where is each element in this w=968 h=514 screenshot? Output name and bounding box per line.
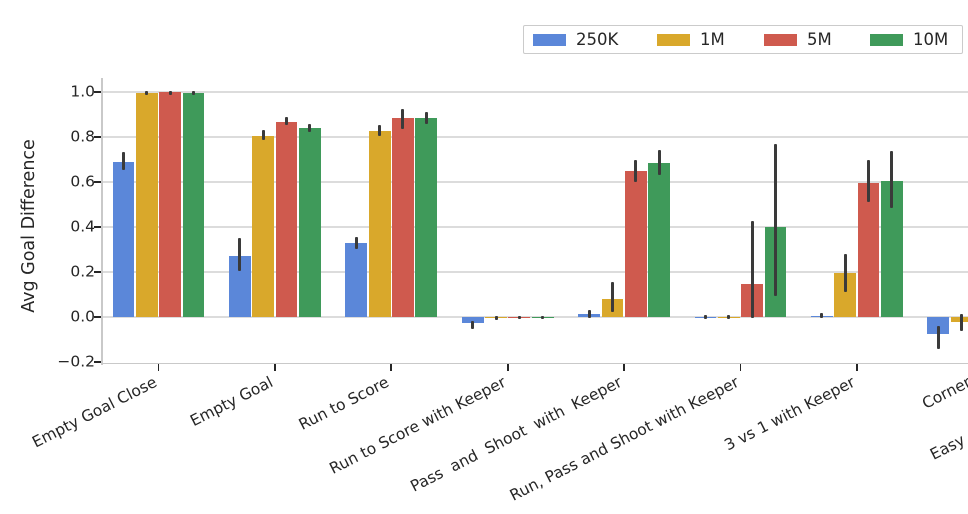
bar-1M <box>252 135 275 317</box>
gridline <box>101 271 968 273</box>
bar-5M <box>159 92 181 317</box>
y-tick-label: 0.0 <box>70 307 95 326</box>
error-bar <box>401 108 405 129</box>
error-bar <box>168 90 172 95</box>
bar-250K <box>112 161 135 317</box>
error-bar <box>471 321 475 329</box>
error-bar <box>308 124 312 132</box>
legend-label: 250K <box>576 30 619 49</box>
bar-5M <box>392 118 414 317</box>
bar-250K <box>927 317 950 335</box>
y-tick-label: 1.0 <box>70 82 95 101</box>
legend: 250K 1M 5M 10M <box>523 25 963 54</box>
x-axis-spine <box>101 362 968 365</box>
error-bar <box>378 125 382 137</box>
error-bar <box>657 150 661 176</box>
error-bar <box>843 254 847 292</box>
y-tick-label: 0.8 <box>70 127 95 146</box>
y-tick <box>94 361 101 363</box>
error-bar <box>284 116 289 126</box>
bar-1M <box>834 272 857 317</box>
error-bar <box>960 314 964 331</box>
legend-label: 10M <box>913 30 949 49</box>
y-tick <box>94 181 101 183</box>
y-tick <box>94 316 101 318</box>
y-tick <box>94 226 101 228</box>
legend-swatch-1M <box>657 34 690 46</box>
gridline <box>101 91 968 93</box>
bar-5M <box>275 121 298 317</box>
legend-swatch-250K <box>533 34 566 46</box>
gridline <box>101 136 968 138</box>
error-bar <box>773 144 778 297</box>
y-tick-label: −0.2 <box>57 352 95 371</box>
error-bar <box>750 220 754 319</box>
error-bar <box>145 91 149 95</box>
legend-label: 1M <box>700 30 725 49</box>
bar-250K <box>345 242 368 317</box>
y-tick-label: 0.6 <box>70 172 95 191</box>
x-tick <box>506 364 509 371</box>
y-tick-label: 0.2 <box>70 262 95 281</box>
x-tick <box>739 364 742 371</box>
error-bar <box>541 315 545 320</box>
error-bar <box>517 315 521 320</box>
error-bar <box>727 315 731 319</box>
x-tick <box>856 364 858 371</box>
x-tick <box>623 364 625 371</box>
error-bar <box>121 151 126 170</box>
error-bar <box>820 312 824 318</box>
bar-1M <box>950 317 968 322</box>
x-tick <box>274 364 276 371</box>
error-bar <box>703 314 708 319</box>
bar-10M <box>182 92 205 317</box>
error-bar <box>354 236 358 250</box>
error-bar <box>587 310 591 319</box>
bar-5M <box>857 183 880 317</box>
error-bar <box>936 326 940 349</box>
error-bar <box>191 90 196 95</box>
error-bar <box>261 130 265 141</box>
error-bar <box>238 238 242 271</box>
x-tick <box>157 364 160 371</box>
error-bar <box>610 281 615 312</box>
legend-label: 5M <box>807 30 832 49</box>
bar-1M <box>368 130 391 317</box>
bar-10M <box>415 117 438 317</box>
error-bar <box>890 150 894 208</box>
bar-10M <box>881 181 903 317</box>
x-tick <box>390 364 393 371</box>
y-tick <box>94 271 101 273</box>
y-tick <box>94 91 101 93</box>
y-axis-spine <box>101 78 103 365</box>
bar-250K <box>229 256 251 317</box>
gridline <box>101 181 968 183</box>
bar-1M <box>136 92 158 317</box>
y-tick-label: 0.4 <box>70 217 95 236</box>
gridline <box>101 226 968 228</box>
y-tick <box>94 136 101 138</box>
legend-swatch-5M <box>764 34 797 46</box>
bar-5M <box>624 170 647 317</box>
bar-10M <box>299 128 321 317</box>
error-bar <box>866 159 871 202</box>
bar-10M <box>648 163 670 317</box>
legend-swatch-10M <box>870 34 903 46</box>
bar-250K <box>461 317 484 324</box>
error-bar <box>494 316 498 321</box>
error-bar <box>424 111 428 125</box>
error-bar <box>634 159 638 182</box>
